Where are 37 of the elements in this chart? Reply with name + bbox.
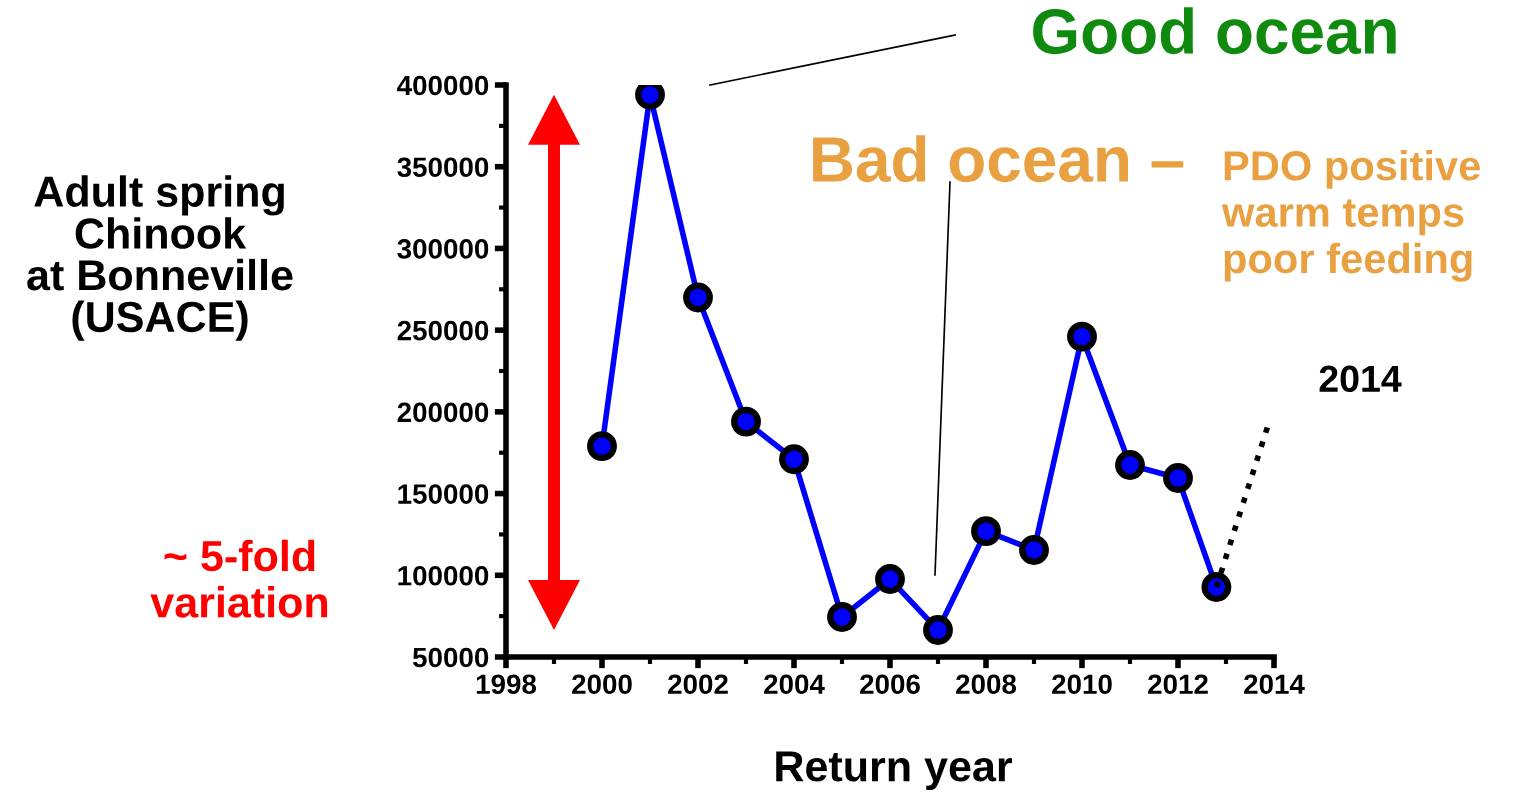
text: ~ 5-fold variation	[150, 539, 328, 618]
y-tick-label: 300000	[397, 239, 489, 259]
x-axis-title: Return year	[776, 751, 1012, 791]
point	[1115, 450, 1145, 480]
point	[923, 615, 953, 645]
text: 2014	[1319, 365, 1402, 393]
x-tick-label: 1998	[476, 674, 537, 695]
point	[1067, 321, 1097, 352]
x-tick-label: 2014	[1244, 674, 1305, 695]
point	[1163, 463, 1193, 493]
y-tick-label: 400000	[397, 75, 489, 96]
point	[1201, 572, 1232, 602]
y-tick-label: 150000	[398, 484, 489, 504]
x-tick-label: 2006	[860, 674, 920, 695]
y-tick-label: 350000	[397, 157, 489, 178]
point	[587, 431, 617, 462]
annotation: Bad ocean –	[813, 135, 1184, 183]
x-tick-label: 2010	[1052, 674, 1112, 695]
x-tick-label: 2004	[764, 674, 825, 695]
annotation: PDO positive warm temps poor feeding	[1221, 150, 1480, 282]
y-tick-label: 200000	[397, 402, 489, 423]
point	[1019, 535, 1049, 565]
x-tick-label: 2012	[1148, 674, 1208, 695]
x-tick-label: 2000	[572, 674, 632, 695]
y-tick-label: 50000	[412, 647, 489, 668]
text: Good ocean	[1033, 7, 1396, 55]
point	[779, 444, 809, 475]
point	[827, 602, 857, 632]
point	[731, 406, 761, 437]
point	[971, 516, 1001, 547]
x-tick-label: 2008	[956, 674, 1017, 695]
x-tick-label: 2002	[668, 674, 728, 695]
y-tick-label: 100000	[398, 565, 489, 586]
y-axis-title: Adult spring Chinook at Bonneville (USACE)	[27, 175, 293, 341]
point	[875, 564, 905, 594]
point	[683, 282, 713, 313]
y-tick-label: 250000	[397, 320, 489, 341]
